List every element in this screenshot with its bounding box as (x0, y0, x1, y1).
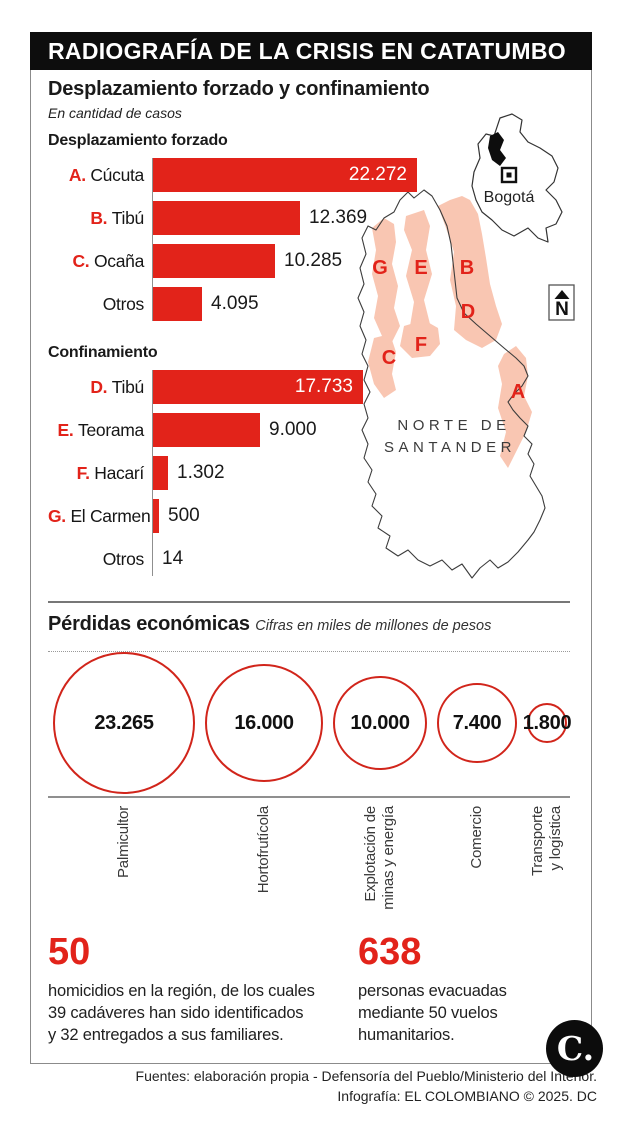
bar-category-label: Otros (102, 548, 145, 569)
bar-row: D. Tibú 17.733 (48, 370, 478, 404)
bar-row: A. Cúcuta 22.272 (48, 158, 478, 192)
bar-value-label: 1.302 (177, 462, 225, 483)
loss-bubble: 23.265 (53, 652, 195, 794)
bar-value-label: 12.369 (309, 207, 368, 228)
stat-text: personas evacuadas mediante 50 vuelos hu… (358, 982, 507, 1044)
loss-bubble: 16.000 (205, 664, 323, 782)
bogota-marker-dot (506, 172, 512, 178)
section-displacement-subtitle: En cantidad de casos (48, 105, 182, 121)
bubble-baseline (48, 796, 570, 798)
bar-group-title: Confinamiento (48, 344, 158, 361)
loss-bubble: 7.400 (437, 683, 517, 763)
section-losses-title: Pérdidas económicas Cifras en miles de m… (48, 613, 491, 636)
bar-value-label: 9.000 (269, 419, 317, 440)
bubble-category-label: Comercio (468, 806, 485, 869)
bar (153, 287, 202, 321)
map-letter-E: E (414, 257, 427, 279)
losses-title-text: Pérdidas económicas (48, 613, 250, 635)
bar (153, 413, 260, 447)
stat-text: homicidios en la región, de los cuales 3… (48, 982, 315, 1044)
losses-subtitle-text: Cifras en miles de millones de pesos (255, 618, 492, 634)
bar-value-label: 4.095 (211, 293, 259, 314)
map-letter-C: C (382, 347, 396, 369)
bar-category-label: G. El Carmen (48, 505, 151, 526)
bar-category-label: A. Cúcuta (68, 164, 144, 185)
page-title: RADIOGRAFÍA DE LA CRISIS EN CATATUMBO (48, 37, 566, 64)
map-letter-A: A (511, 381, 525, 403)
bar-value-label: 10.285 (284, 250, 343, 271)
bar-row: Otros 14 (48, 542, 478, 576)
stat-number: 638 (358, 931, 422, 973)
bar-row: G. El Carmen 500 (48, 499, 478, 533)
bar-category-label: E. Teorama (57, 419, 145, 440)
el-colombiano-logo: C. (546, 1020, 603, 1077)
bar-row: B. Tibú 12.369 (48, 201, 478, 235)
svg-text:N: N (555, 299, 569, 320)
region-name-line2: SANTANDER (384, 439, 516, 456)
norte-de-santander-highlight (488, 132, 506, 166)
bar-row: F. Hacarí 1.302 (48, 456, 478, 490)
norte-de-santander-map: Bogotá NORTE DE SANTANDER N G E BD FC A (357, 113, 575, 579)
map-letter-D: D (461, 301, 475, 323)
department-outline (357, 189, 546, 579)
north-compass-icon: N (548, 284, 575, 321)
region-name-line1: NORTE DE (397, 417, 510, 434)
bubble-category-label: Transporte y logística (529, 806, 564, 876)
footer-sources: Fuentes: elaboración propia - Defensoría… (135, 1068, 597, 1084)
title-bar: RADIOGRAFÍA DE LA CRISIS EN CATATUMBO (30, 32, 592, 70)
bubble-category-label: Hortofrutícola (255, 806, 272, 894)
bar-group-confinamiento: Confinamiento D. Tibú 17.733 E. Teorama 9.0… (48, 344, 478, 576)
loss-bubble: 1.800 (523, 703, 572, 743)
stat-homicides: 50 homicidios en la región, de los cuale… (48, 932, 348, 1046)
bar-category-label: D. Tibú (90, 376, 144, 397)
section-displacement-title: Desplazamiento forzado y confinamiento (48, 78, 430, 100)
bar-category-label: Otros (102, 293, 145, 314)
bubble-value-label: 10.000 (350, 711, 410, 734)
bar-value-label: 22.272 (348, 164, 407, 185)
catatumbo-municipalities (368, 196, 532, 468)
bar-value-label: 500 (168, 505, 200, 526)
bar (153, 456, 168, 490)
map-letter-G: G (372, 257, 388, 279)
footer-infografia: Infografía: EL COLOMBIANO © 2025. DC (337, 1088, 597, 1104)
bar-group-title: Desplazamiento forzado (48, 132, 228, 149)
bubble-value-label: 16.000 (234, 711, 294, 734)
bar-value-label: 14 (162, 548, 184, 569)
bubble-category-label: Palmicultor (115, 806, 132, 878)
bar (153, 244, 275, 278)
bar (153, 499, 159, 533)
stat-evacuated: 638 personas evacuadas mediante 50 vuelo… (358, 932, 622, 1046)
bubble-category-label: Explotación de minas y energía (362, 806, 397, 910)
colombia-inset-map: Bogotá (471, 113, 563, 243)
dotted-guide-line (48, 651, 570, 652)
bubble-value-label: 7.400 (452, 711, 502, 734)
bar (153, 201, 300, 235)
bar-row: Otros 4.095 (48, 287, 478, 321)
axis-line (152, 370, 153, 576)
footer-credits: Fuentes: elaboración propia - Defensoría… (136, 1066, 597, 1106)
bar-value-label: 17.733 (294, 376, 353, 397)
bar-group-desplazamiento: Desplazamiento forzado A. Cúcuta 22.272 B.… (48, 132, 478, 321)
map-municipality-letters: G E BD FC A (372, 257, 525, 403)
bubble-value-label: 1.800 (522, 711, 572, 734)
map-letter-B: B (460, 257, 474, 279)
stat-number: 50 (48, 931, 91, 973)
loss-bubble: 10.000 (333, 676, 427, 770)
bubble-value-label: 23.265 (94, 711, 154, 734)
axis-line (152, 158, 153, 321)
bar-row: E. Teorama 9.000 (48, 413, 478, 447)
bar: 17.733 (153, 370, 363, 404)
bar-category-label: F. Hacarí (76, 462, 145, 483)
section-divider (48, 601, 570, 603)
bar: 22.272 (153, 158, 417, 192)
map-letter-F: F (415, 334, 427, 356)
bar-category-label: C. Ocaña (72, 250, 144, 271)
bar-row: C. Ocaña 10.285 (48, 244, 478, 278)
bogota-label: Bogotá (484, 189, 535, 206)
bar-category-label: B. Tibú (90, 207, 144, 228)
